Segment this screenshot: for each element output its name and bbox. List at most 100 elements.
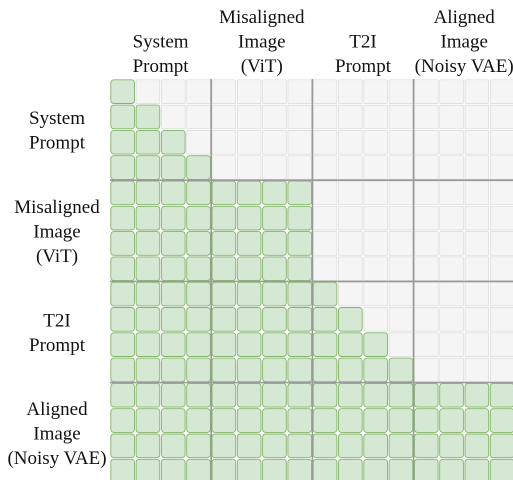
- masked-cell: [363, 155, 388, 180]
- attended-cell: [110, 129, 135, 155]
- column-label-line: (Noisy VAE): [415, 56, 513, 77]
- column-label-line: Image: [238, 32, 285, 53]
- masked-cell: [439, 256, 464, 281]
- masked-cell: [489, 307, 513, 332]
- attended-cell: [413, 382, 439, 408]
- attended-cell: [186, 458, 211, 480]
- attended-cell: [110, 332, 135, 357]
- attended-cell: [287, 281, 313, 307]
- masked-cell: [262, 79, 287, 104]
- masked-cell: [464, 205, 490, 231]
- masked-cell: [414, 104, 439, 130]
- masked-cell: [489, 79, 513, 104]
- masked-cell: [464, 180, 490, 206]
- attended-cell: [110, 231, 135, 256]
- attended-cell: [160, 205, 186, 231]
- masked-cell: [338, 180, 363, 206]
- masked-cell: [186, 79, 211, 104]
- attended-cell: [338, 307, 363, 332]
- attended-cell: [338, 408, 363, 433]
- attended-cell: [262, 458, 287, 480]
- masked-cell: [338, 130, 363, 155]
- attended-cell: [211, 307, 237, 332]
- row-label-aligned: Aligned Image (Noisy VAE): [7, 399, 106, 469]
- masked-cell: [363, 104, 388, 130]
- masked-cell: [414, 332, 439, 357]
- masked-cell: [439, 231, 464, 256]
- attended-cell: [388, 357, 414, 383]
- attended-cell: [312, 408, 338, 433]
- attended-cell: [489, 458, 513, 480]
- row-label-line: (ViT): [36, 246, 78, 267]
- row-label-line: Image: [33, 424, 80, 445]
- attended-cell: [312, 332, 338, 357]
- masked-cell: [312, 79, 338, 104]
- attended-cell: [312, 458, 338, 480]
- masked-cell: [186, 130, 211, 155]
- masked-cell: [414, 281, 439, 307]
- column-label-line: T2I: [349, 32, 376, 53]
- attended-cell: [135, 382, 161, 408]
- attended-cell: [135, 307, 161, 332]
- masked-cell: [363, 256, 388, 281]
- row-label-line: Misaligned: [14, 197, 100, 218]
- masked-cell: [489, 130, 513, 155]
- attended-cell: [135, 357, 161, 383]
- masked-cell: [363, 180, 388, 206]
- attended-cell: [489, 433, 513, 459]
- attended-cell: [211, 408, 237, 433]
- attended-cell: [186, 408, 211, 433]
- attended-cell: [110, 79, 135, 104]
- masked-cell: [439, 357, 464, 383]
- masked-cell: [236, 79, 262, 104]
- group-dividers: [110, 79, 513, 480]
- attended-cell: [262, 382, 287, 408]
- masked-cell: [211, 104, 237, 130]
- attended-cell: [287, 205, 313, 231]
- attended-cell: [186, 256, 211, 282]
- attended-cell: [363, 433, 388, 459]
- attended-cell: [388, 408, 414, 433]
- masked-cell: [414, 357, 439, 383]
- row-label-system: System Prompt: [29, 108, 86, 154]
- attended-cell: [312, 433, 338, 459]
- attended-cell: [312, 281, 338, 307]
- masked-cell: [236, 130, 262, 155]
- masked-cell: [312, 130, 338, 155]
- attended-cell: [464, 458, 490, 480]
- masked-cell: [211, 79, 237, 104]
- attended-cell: [439, 382, 464, 408]
- attended-cell: [160, 408, 186, 433]
- attended-cell: [110, 433, 135, 459]
- attended-cell: [110, 256, 135, 282]
- attended-cell: [489, 408, 513, 433]
- attended-cell: [186, 281, 211, 307]
- attended-cell: [439, 408, 464, 433]
- masked-cell: [489, 357, 513, 383]
- attended-cell: [211, 281, 237, 307]
- masked-cell: [363, 205, 388, 231]
- masked-cell: [363, 231, 388, 256]
- attended-cell: [160, 256, 186, 282]
- attended-cell: [211, 205, 237, 231]
- masked-cell: [161, 104, 186, 130]
- attended-cell: [186, 180, 211, 206]
- row-label-line: System: [29, 108, 85, 129]
- column-labels: System Prompt Misaligned Image (ViT) T2I Promp…: [133, 7, 513, 77]
- attended-cell: [160, 332, 186, 357]
- column-label-line: Misaligned: [219, 7, 305, 28]
- attended-cell: [236, 433, 262, 459]
- attended-cell: [110, 104, 135, 130]
- masked-cell: [414, 205, 439, 231]
- attended-cell: [160, 129, 186, 155]
- mask-grid: [110, 79, 513, 480]
- attended-cell: [135, 281, 161, 307]
- masked-cell: [489, 256, 513, 281]
- attended-cell: [211, 382, 237, 408]
- masked-cell: [186, 104, 211, 130]
- attended-cell: [110, 205, 135, 231]
- masked-cell: [135, 79, 161, 104]
- masked-cell: [439, 79, 464, 104]
- masked-cell: [338, 256, 363, 281]
- masked-cell: [236, 155, 262, 180]
